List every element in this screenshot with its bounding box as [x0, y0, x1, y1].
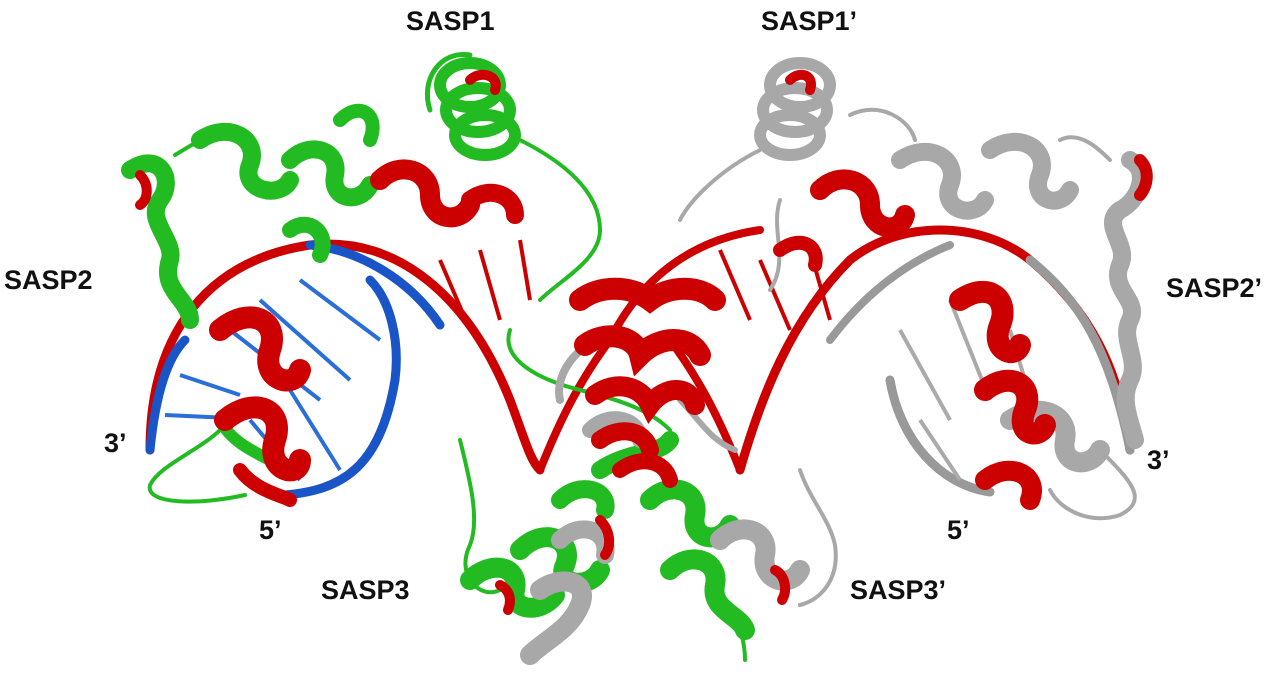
- label-sasp1: SASP1: [406, 6, 495, 36]
- label-5-prime-left: 5’: [259, 515, 282, 545]
- label-sasp2-prime: SASP2’: [1166, 273, 1263, 303]
- dna-right: [606, 225, 1135, 497]
- label-sasp1-prime: SASP1’: [761, 6, 858, 36]
- chain-a-ribbon: [121, 52, 755, 662]
- chain-b-ribbon: [520, 57, 1150, 665]
- label-3-prime-right: 3’: [1147, 445, 1170, 475]
- dna-left: [145, 239, 614, 500]
- contact-helices: [135, 69, 1153, 615]
- label-sasp3: SASP3: [321, 575, 410, 605]
- label-sasp3-prime: SASP3’: [850, 575, 947, 605]
- label-5-prime-right: 5’: [947, 515, 970, 545]
- label-3-prime-left: 3’: [104, 428, 127, 458]
- label-sasp2: SASP2: [4, 265, 93, 295]
